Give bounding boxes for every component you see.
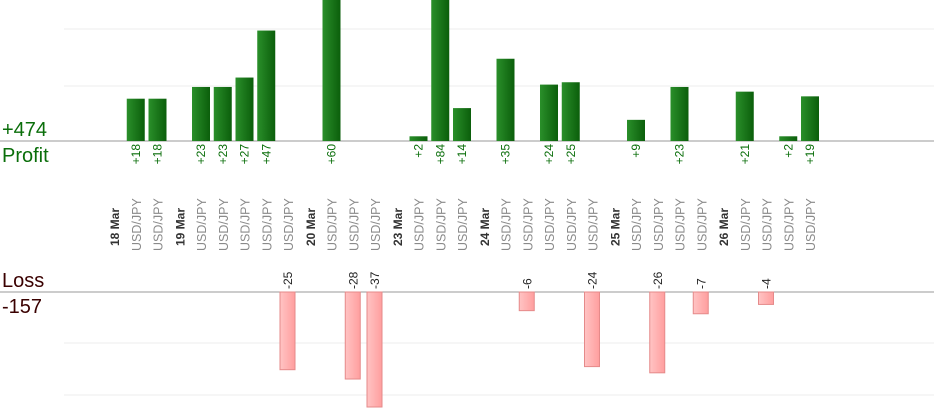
profit-bar bbox=[235, 77, 254, 141]
pair-label: USD/JPY bbox=[521, 198, 535, 251]
loss-value-label: -26 bbox=[651, 271, 665, 289]
pair-label: USD/JPY bbox=[369, 198, 383, 251]
pair-label: USD/JPY bbox=[152, 198, 166, 251]
bars bbox=[126, 0, 819, 408]
pair-label: USD/JPY bbox=[413, 198, 427, 251]
pair-label: USD/JPY bbox=[782, 198, 796, 251]
profit-bar bbox=[431, 0, 450, 141]
profit-value-label: +14 bbox=[455, 144, 469, 165]
pair-label: USD/JPY bbox=[587, 198, 601, 251]
pair-label: USD/JPY bbox=[195, 198, 209, 251]
pair-label: USD/JPY bbox=[282, 198, 296, 251]
profit-value-label: +23 bbox=[194, 144, 208, 165]
profit-value-label: +23 bbox=[216, 144, 230, 165]
profit-bar bbox=[670, 86, 689, 141]
profit-value-label: +18 bbox=[151, 144, 165, 165]
pair-label: USD/JPY bbox=[739, 198, 753, 251]
pair-label: USD/JPY bbox=[543, 198, 557, 251]
profit-value-label: +35 bbox=[499, 144, 513, 165]
loss-bar bbox=[649, 291, 666, 374]
loss-value-label: -37 bbox=[368, 271, 382, 289]
pair-label: USD/JPY bbox=[239, 198, 253, 251]
loss-value-label: -24 bbox=[586, 271, 600, 289]
loss-value-label: -6 bbox=[520, 278, 534, 289]
profit-value-label: +18 bbox=[129, 144, 143, 165]
profit-bar bbox=[148, 98, 167, 141]
labels: 18 Mar USD/JPY +18 USD/JPY +18 19 Mar USD/JPY +… bbox=[108, 144, 818, 289]
pair-label: USD/JPY bbox=[674, 198, 688, 251]
loss-value-label: -7 bbox=[694, 278, 708, 289]
pair-label: USD/JPY bbox=[695, 198, 709, 251]
profit-bar bbox=[801, 96, 819, 141]
pair-label: USD/JPY bbox=[761, 198, 775, 251]
loss-value-label: -25 bbox=[281, 271, 295, 289]
date-label: 25 Mar bbox=[608, 208, 622, 246]
loss-bar bbox=[344, 291, 361, 380]
loss-value-label: -28 bbox=[346, 271, 360, 289]
profit-bar bbox=[192, 86, 210, 141]
pair-label: USD/JPY bbox=[500, 198, 514, 251]
date-label: 24 Mar bbox=[478, 208, 492, 246]
profit-bar bbox=[627, 119, 645, 141]
loss-bar bbox=[758, 291, 774, 305]
profit-bar bbox=[561, 82, 580, 141]
pair-label: USD/JPY bbox=[630, 198, 644, 251]
pair-label: USD/JPY bbox=[434, 198, 448, 251]
profit-value-label: +47 bbox=[259, 144, 273, 165]
profit-value-label: +2 bbox=[412, 144, 426, 158]
profit-bar bbox=[257, 30, 276, 141]
profit-bar bbox=[213, 86, 232, 141]
loss-total: -157 bbox=[2, 296, 43, 318]
date-label: 23 Mar bbox=[391, 208, 405, 246]
pair-label: USD/JPY bbox=[217, 198, 231, 251]
pair-label: USD/JPY bbox=[565, 198, 579, 251]
loss-bar bbox=[692, 291, 709, 315]
profit-value-label: +24 bbox=[542, 144, 556, 165]
profit-bar bbox=[409, 136, 428, 141]
pair-label: USD/JPY bbox=[260, 198, 274, 251]
pair-label: USD/JPY bbox=[456, 198, 470, 251]
profit-bar bbox=[779, 136, 798, 141]
date-label: 18 Mar bbox=[108, 208, 122, 246]
profit-value-label: +60 bbox=[325, 144, 339, 165]
profit-bar bbox=[735, 91, 754, 141]
loss-value-label: -4 bbox=[760, 278, 774, 289]
profit-value-label: +9 bbox=[629, 144, 643, 158]
profit-total: +474 bbox=[2, 119, 48, 141]
profit-bar bbox=[540, 84, 558, 141]
date-label: 20 Mar bbox=[304, 208, 318, 246]
profit-bar bbox=[322, 0, 341, 141]
profit-bar bbox=[453, 108, 471, 141]
profit-value-label: +2 bbox=[781, 144, 795, 158]
date-label: 26 Mar bbox=[717, 208, 731, 246]
profit-bar bbox=[126, 98, 145, 141]
profit-value-label: +21 bbox=[738, 144, 752, 165]
date-label: 19 Mar bbox=[173, 208, 187, 246]
profit-value-label: +25 bbox=[564, 144, 578, 165]
loss-bar bbox=[518, 291, 535, 312]
profit-label: Profit bbox=[2, 145, 49, 167]
pair-label: USD/JPY bbox=[652, 198, 666, 251]
profit-value-label: +23 bbox=[673, 144, 687, 165]
pair-label: USD/JPY bbox=[326, 198, 340, 251]
profit-bar bbox=[496, 58, 515, 141]
profit-value-label: +27 bbox=[238, 144, 252, 165]
loss-bar bbox=[584, 291, 600, 368]
loss-label: Loss bbox=[2, 270, 45, 292]
profit-value-label: +84 bbox=[433, 144, 447, 165]
loss-bar bbox=[366, 291, 383, 408]
profit-value-label: +19 bbox=[803, 144, 817, 165]
pair-label: USD/JPY bbox=[347, 198, 361, 251]
loss-bar bbox=[279, 291, 296, 371]
pair-label: USD/JPY bbox=[804, 198, 818, 251]
pair-label: USD/JPY bbox=[130, 198, 144, 251]
